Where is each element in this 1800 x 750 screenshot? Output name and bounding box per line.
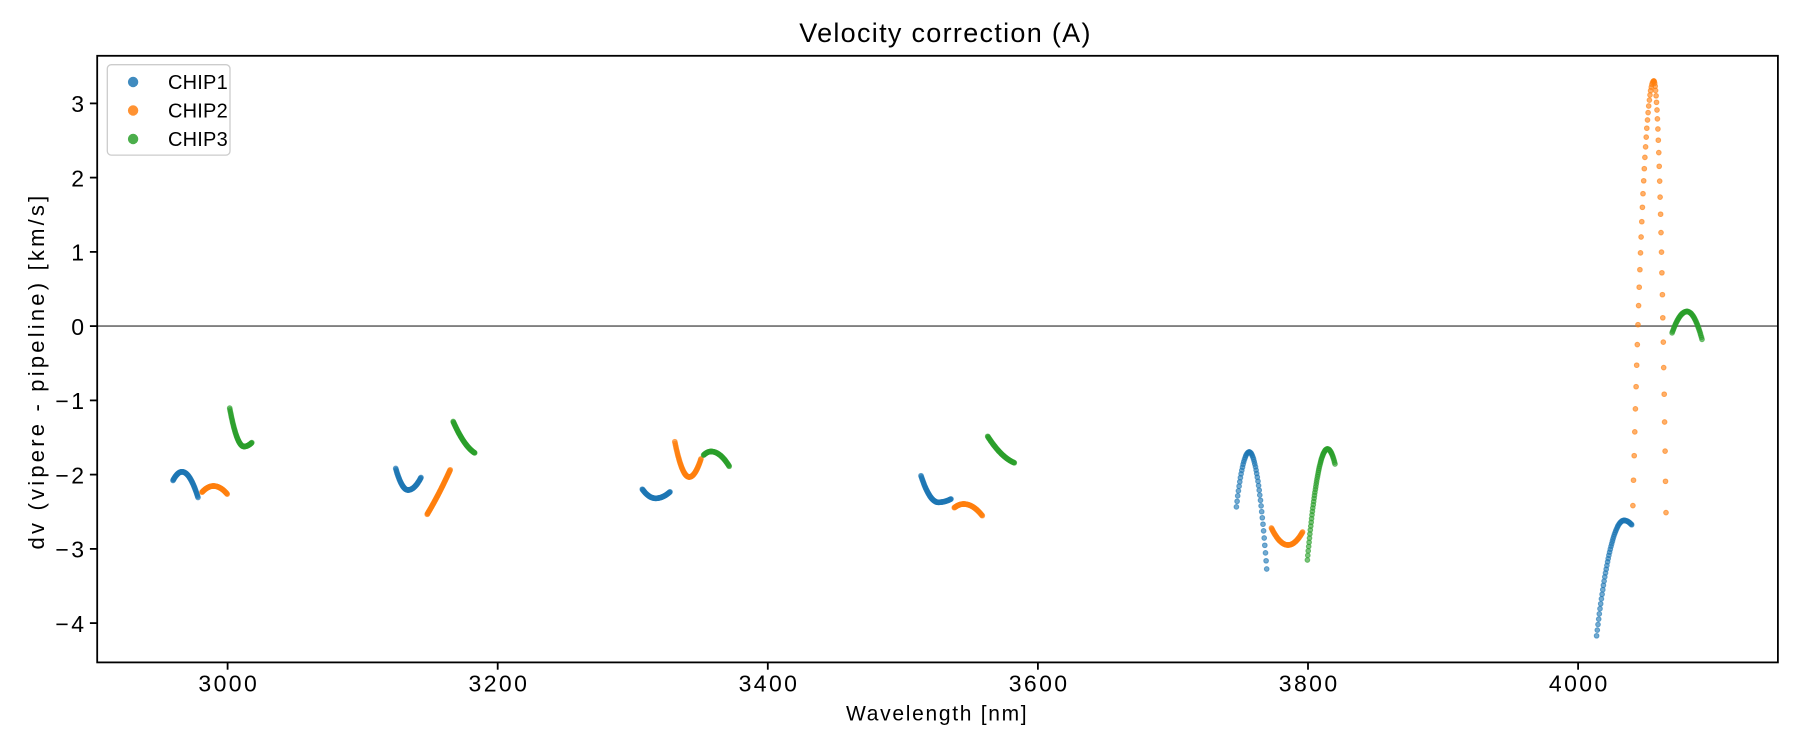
- svg-text:Velocity correction (A): Velocity correction (A): [799, 18, 1092, 48]
- svg-text:3000: 3000: [198, 671, 259, 697]
- svg-text:CHIP1: CHIP1: [168, 72, 228, 94]
- svg-text:−1: −1: [55, 388, 86, 414]
- svg-text:−2: −2: [55, 462, 86, 488]
- svg-text:2: 2: [71, 165, 86, 191]
- svg-text:−4: −4: [55, 611, 86, 637]
- svg-text:CHIP2: CHIP2: [168, 101, 228, 123]
- svg-text:0: 0: [71, 314, 86, 340]
- svg-text:3600: 3600: [1009, 671, 1070, 697]
- svg-text:Wavelength [nm]: Wavelength [nm]: [846, 702, 1028, 725]
- svg-text:CHIP3: CHIP3: [168, 129, 228, 151]
- svg-text:1: 1: [71, 240, 86, 266]
- svg-text:3800: 3800: [1279, 671, 1340, 697]
- svg-text:3400: 3400: [739, 671, 800, 697]
- svg-text:3200: 3200: [469, 671, 530, 697]
- svg-text:dv (vipere - pipeline) [km/s]: dv (vipere - pipeline) [km/s]: [24, 193, 49, 550]
- svg-text:3: 3: [71, 91, 86, 117]
- svg-text:4000: 4000: [1549, 671, 1610, 697]
- svg-text:−3: −3: [55, 537, 86, 563]
